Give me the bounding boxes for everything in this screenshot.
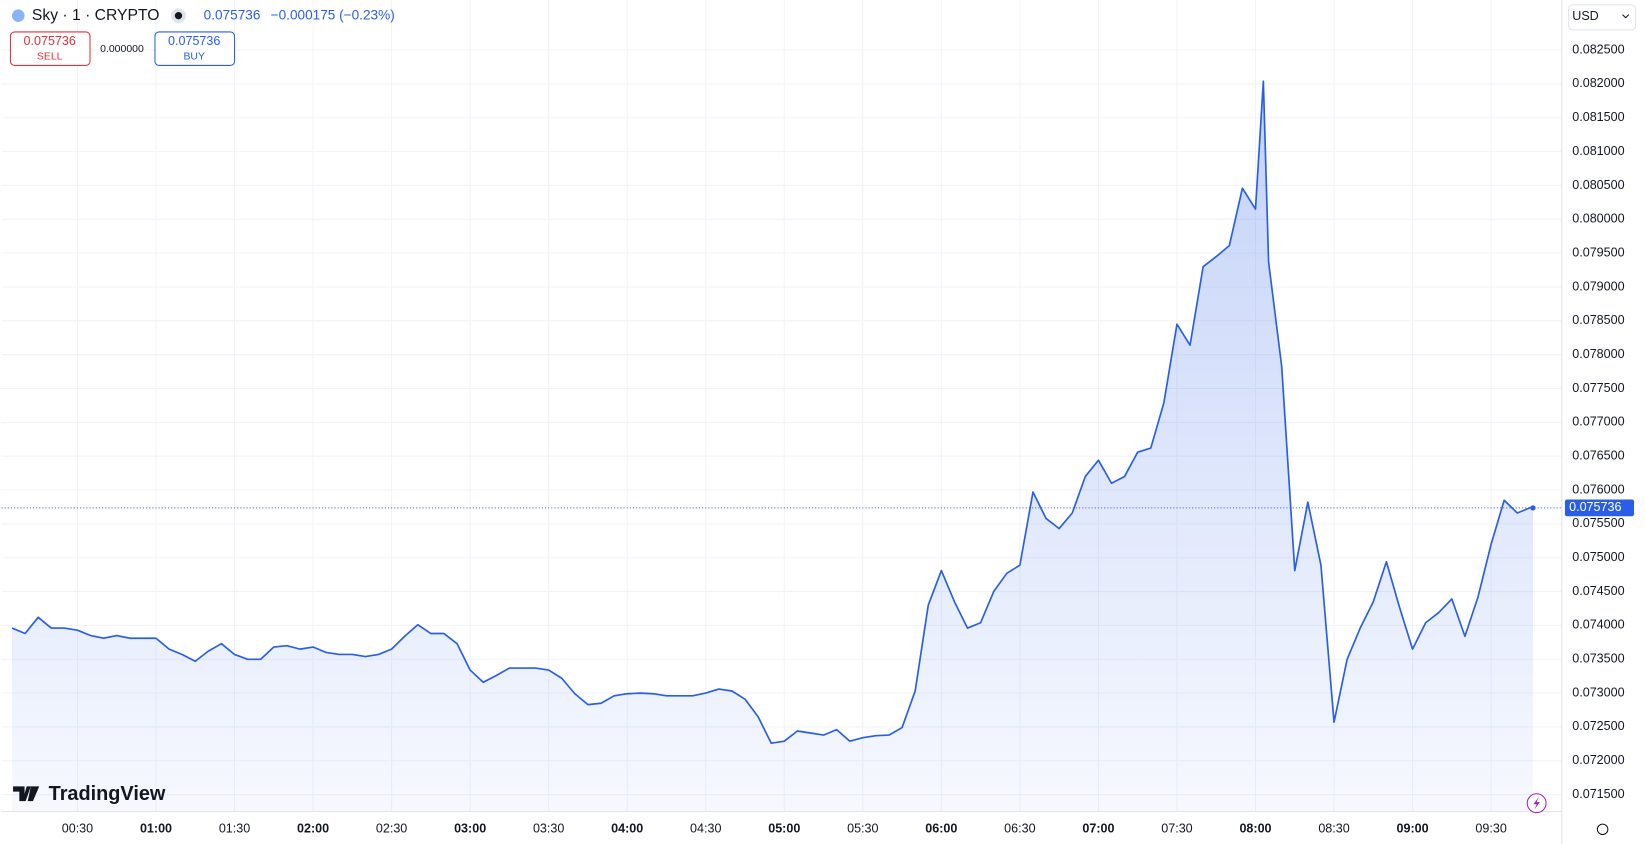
settings-button[interactable]	[1596, 823, 1609, 836]
price: 0.075736	[204, 7, 261, 22]
y-tick-label: 0.072500	[1572, 719, 1624, 733]
y-tick-label: 0.077500	[1572, 381, 1624, 395]
buy-price: 0.075736	[168, 34, 220, 48]
y-tick-label: 0.071500	[1572, 787, 1624, 801]
x-tick-label: 06:00	[925, 822, 957, 836]
y-tick-label: 0.080000	[1572, 212, 1624, 226]
y-tick-label: 0.079500	[1572, 245, 1624, 259]
last-price-label: 0.075736	[1569, 500, 1621, 514]
x-tick-label: 02:00	[297, 822, 329, 836]
last-price-tag	[1564, 499, 1635, 517]
symbol[interactable]: Sky · 1 · CRYPTO	[32, 7, 160, 24]
y-tick-label: 0.079000	[1572, 279, 1624, 293]
y-tick-label: 0.075500	[1572, 516, 1624, 530]
y-tick-label: 0.081500	[1572, 110, 1624, 124]
x-tick-label: 05:00	[768, 822, 800, 836]
logo[interactable]: TradingView	[49, 783, 166, 805]
buy-button[interactable]	[154, 31, 236, 66]
y-tick-label: 0.081000	[1572, 144, 1624, 158]
x-tick-label: 07:30	[1161, 822, 1192, 836]
y-tick-label: 0.074000	[1572, 618, 1624, 632]
x-tick-label: 04:00	[611, 822, 643, 836]
sell-label: SELL	[37, 51, 63, 62]
logo-icon	[13, 786, 40, 802]
price-line	[11, 80, 1534, 744]
spread: 0.000000	[100, 44, 144, 55]
y-tick-label: 0.080500	[1572, 178, 1624, 192]
x-tick-label: 06:30	[1004, 822, 1035, 836]
y-tick-label: 0.075000	[1572, 550, 1624, 564]
lightning-icon	[1533, 796, 1540, 810]
y-tick-label: 0.073500	[1572, 652, 1624, 666]
x-tick-label: 07:00	[1082, 822, 1114, 836]
last-point	[1530, 505, 1536, 511]
status-dot-inner	[174, 12, 183, 20]
x-tick-label: 04:30	[690, 822, 721, 836]
buy-label: BUY	[183, 51, 205, 62]
x-tick-label: 09:30	[1475, 822, 1506, 836]
y-tick-label: 0.082000	[1572, 76, 1624, 90]
x-tick-label: 09:00	[1397, 822, 1429, 836]
y-tick-label: 0.077000	[1572, 415, 1624, 429]
x-tick-label: 02:30	[376, 822, 407, 836]
sell-button[interactable]	[9, 31, 91, 66]
sell-price: 0.075736	[24, 34, 76, 48]
y-tick-label: 0.072000	[1572, 753, 1624, 767]
x-tick-label: 08:30	[1318, 822, 1349, 836]
y-tick-label: 0.076000	[1572, 482, 1624, 496]
x-tick-label: 00:30	[62, 822, 93, 836]
y-tick-label: 0.082500	[1572, 42, 1624, 56]
currency-select[interactable]	[1568, 4, 1637, 31]
y-tick-label: 0.076500	[1572, 449, 1624, 463]
area-fill	[12, 81, 1533, 812]
change: −0.000175 (−0.23%)	[271, 7, 395, 22]
y-tick-label: 0.078000	[1572, 347, 1624, 361]
x-tick-label: 03:00	[454, 822, 486, 836]
symbol-icon	[12, 9, 25, 22]
x-tick-label: 01:00	[140, 822, 172, 836]
y-tick-label: 0.073000	[1572, 685, 1624, 699]
y-tick-label: 0.078500	[1572, 313, 1624, 327]
x-tick-label: 05:30	[847, 822, 878, 836]
x-tick-label: 03:30	[533, 822, 564, 836]
currency: USD	[1572, 9, 1599, 23]
x-tick-label: 08:00	[1239, 822, 1271, 836]
y-tick-label: 0.074500	[1572, 584, 1624, 598]
x-tick-label: 01:30	[219, 822, 250, 836]
currency-caret	[1622, 14, 1630, 19]
